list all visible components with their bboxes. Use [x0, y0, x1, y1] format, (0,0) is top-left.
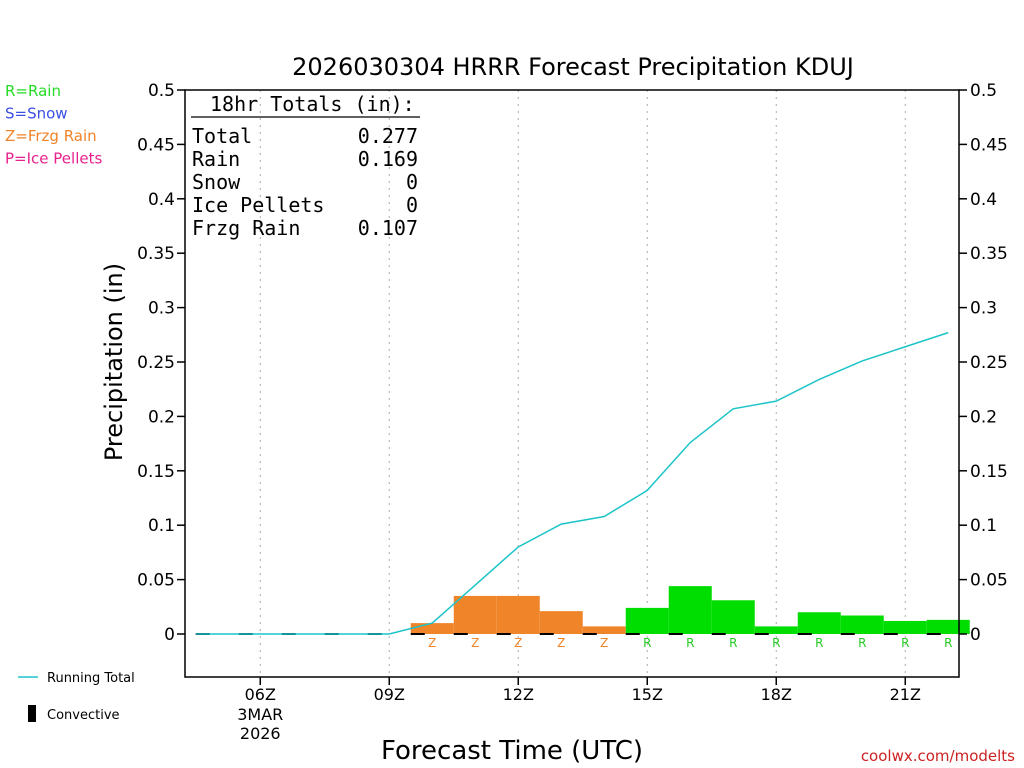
totals-row-label: Total — [192, 124, 252, 148]
y-tick-label-right: 0.35 — [970, 244, 1008, 264]
y-tick-label-right: 0.1 — [970, 516, 997, 536]
y-tick-label-right: 0.45 — [970, 135, 1008, 155]
y-tick-label-left: 0.25 — [137, 353, 175, 373]
ptype-label: R — [686, 636, 694, 650]
y-tick-label-left: 0.3 — [148, 299, 175, 319]
totals-row-value: 0.169 — [358, 147, 418, 171]
y-tick-label-left: 0.1 — [148, 516, 175, 536]
ptype-label: R — [815, 636, 823, 650]
x-tick-label: 12Z — [503, 685, 534, 704]
ptype-legend-item: S=Snow — [5, 105, 68, 123]
y-tick-label-right: 0.25 — [970, 353, 1008, 373]
ptype-label: Z — [557, 636, 565, 650]
x-tick-label: 21Z — [890, 685, 921, 704]
y-tick-label-left: 0.15 — [137, 462, 175, 482]
y-tick-label-right: 0.3 — [970, 299, 997, 319]
x-tick-date: 3MAR — [237, 705, 283, 724]
precip-bar — [668, 586, 712, 634]
x-tick-label: 09Z — [374, 685, 405, 704]
x-tick-label: 18Z — [761, 685, 792, 704]
x-tick-label: 06Z — [245, 685, 276, 704]
ptype-legend-item: P=Ice Pellets — [5, 150, 102, 168]
totals-row-label: Snow — [192, 170, 241, 194]
y-tick-label-left: 0 — [164, 625, 175, 645]
y-tick-label-left: 0.05 — [137, 571, 175, 591]
y-tick-label-left: 0.45 — [137, 135, 175, 155]
totals-header: 18hr Totals (in): — [210, 92, 415, 116]
ptype-label: R — [944, 636, 952, 650]
precip-bar — [840, 615, 884, 634]
running-total-line — [195, 331, 949, 635]
convective-legend-label: Convective — [47, 708, 120, 723]
precip-bar — [582, 626, 626, 634]
precip-bar — [711, 600, 755, 634]
y-tick-label-right: 0 — [970, 625, 981, 645]
y-tick-label-right: 0.4 — [970, 190, 997, 210]
ptype-label: R — [729, 636, 737, 650]
totals-row-label: Rain — [192, 147, 240, 171]
ptype-legend-item: Z=Frzg Rain — [5, 127, 97, 145]
totals-row-value: 0.107 — [358, 216, 418, 240]
totals-row-value: 0.277 — [358, 124, 418, 148]
precip-bar — [539, 611, 583, 634]
ptype-label: Z — [471, 636, 479, 650]
y-tick-label-left: 0.4 — [148, 190, 175, 210]
x-axis-title: Forecast Time (UTC) — [381, 736, 643, 766]
running-total-legend-label: Running Total — [47, 671, 135, 686]
precip-bar — [625, 607, 669, 634]
precip-bar — [453, 595, 497, 634]
y-tick-label-right: 0.15 — [970, 462, 1008, 482]
y-tick-label-left: 0.2 — [148, 407, 175, 427]
ptype-label: R — [772, 636, 780, 650]
totals-row-value: 0 — [406, 170, 418, 194]
totals-row-label: Frzg Rain — [192, 216, 300, 240]
precip-bar — [883, 620, 927, 634]
totals-row-value: 0 — [406, 193, 418, 217]
precip-bar — [797, 612, 841, 634]
precip-bar — [754, 626, 798, 634]
x-tick-label: 15Z — [632, 685, 663, 704]
precip-bar — [496, 595, 540, 634]
y-tick-label-right: 0.2 — [970, 407, 997, 427]
y-tick-label-right: 0.05 — [970, 571, 1008, 591]
y-tick-label-left: 0.35 — [137, 244, 175, 264]
credit-text: coolwx.com/modelts — [861, 747, 1015, 765]
x-tick-year: 2026 — [240, 724, 281, 743]
precip-bar — [410, 623, 454, 634]
y-axis-title: Precipitation (in) — [100, 263, 128, 461]
ptype-label: R — [858, 636, 866, 650]
ptype-label: Z — [514, 636, 522, 650]
ptype-label: Z — [428, 636, 436, 650]
plot-frame — [184, 89, 960, 678]
ptype-label: R — [901, 636, 909, 650]
totals-row-label: Ice Pellets — [192, 193, 324, 217]
chart-title: 2026030304 HRRR Forecast Precipitation K… — [292, 53, 854, 81]
ptype-label: R — [643, 636, 651, 650]
y-tick-label-left: 0.5 — [148, 81, 175, 101]
precip-bar — [926, 619, 970, 634]
y-tick-label-right: 0.5 — [970, 81, 997, 101]
ptype-label: Z — [600, 636, 608, 650]
ptype-legend-item: R=Rain — [5, 82, 61, 100]
convective-legend-swatch — [28, 705, 36, 722]
